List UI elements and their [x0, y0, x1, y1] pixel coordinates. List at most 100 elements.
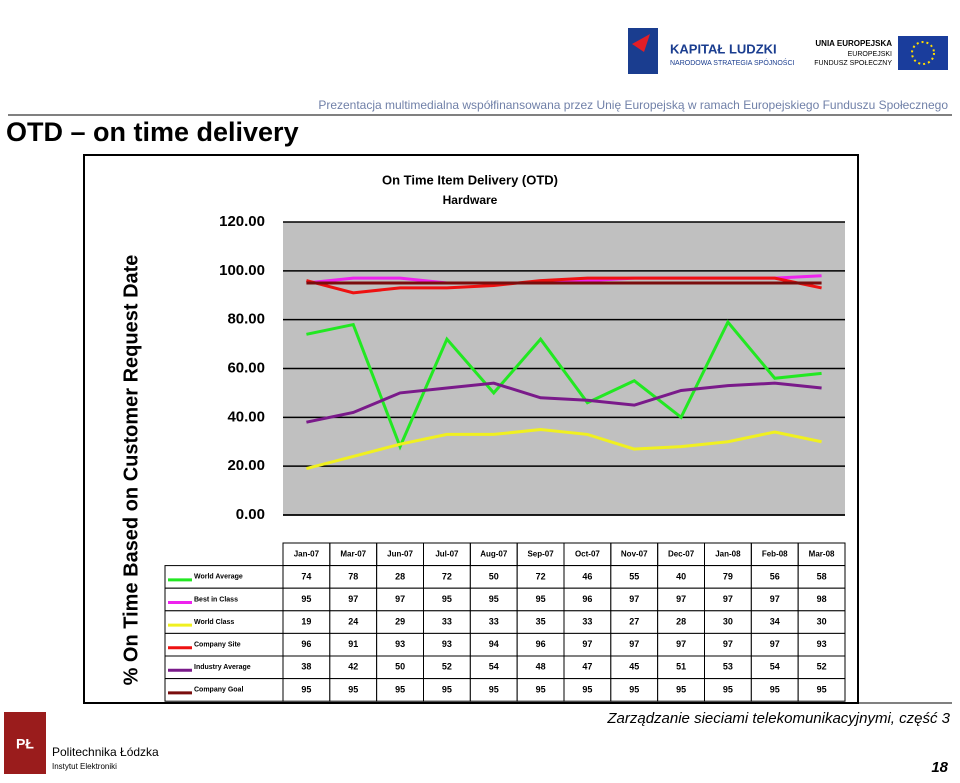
table-value: 97: [723, 594, 733, 604]
table-value: 97: [582, 639, 592, 649]
table-value: 97: [770, 639, 780, 649]
institute: Instytut Elektroniki: [52, 762, 117, 771]
x-tick-label: Oct-07: [575, 549, 600, 558]
table-value: 95: [301, 684, 311, 694]
chart-subtitle: Hardware: [443, 193, 498, 207]
table-value: 97: [676, 639, 686, 649]
table-value: 95: [629, 684, 639, 694]
table-value: 34: [770, 616, 780, 626]
table-value: 97: [629, 594, 639, 604]
table-value: 28: [395, 571, 405, 581]
table-value: 72: [442, 571, 452, 581]
legend-label: World Average: [194, 574, 243, 581]
y-axis-label: % On Time Based on Customer Request Date: [120, 255, 142, 686]
table-value: 93: [442, 639, 452, 649]
table-value: 95: [348, 684, 358, 694]
table-value: 78: [348, 571, 358, 581]
table-cell: [797, 678, 846, 702]
table-value: 33: [442, 616, 452, 626]
table-value: 95: [817, 684, 827, 694]
table-value: 48: [536, 662, 546, 672]
logo-star: [632, 34, 650, 52]
table-value: 42: [348, 662, 358, 672]
table-value: 94: [489, 639, 499, 649]
table-value: 95: [442, 684, 452, 694]
table-value: 33: [489, 616, 499, 626]
table-value: 96: [536, 639, 546, 649]
x-tick-label: Dec-07: [668, 549, 695, 558]
table-value: 79: [723, 571, 733, 581]
table-value: 97: [723, 639, 733, 649]
table-value: 95: [770, 684, 780, 694]
table-value: 95: [489, 684, 499, 694]
table-value: 95: [395, 684, 405, 694]
table-value: 47: [582, 662, 592, 672]
x-tick-label: Aug-07: [480, 549, 508, 558]
table-value: 33: [582, 616, 592, 626]
table-value: 29: [395, 616, 405, 626]
series-line: [306, 381, 822, 424]
table-value: 24: [348, 616, 358, 626]
chart-title: On Time Item Delivery (OTD): [382, 172, 558, 187]
table-value: 93: [395, 639, 405, 649]
y-tick-label: 0.00: [236, 506, 265, 523]
legend-label: Industry Average: [194, 664, 251, 671]
y-tick-label: 80.00: [227, 311, 265, 328]
legend-label: Company Site: [194, 642, 241, 649]
header-caption: Prezentacja multimedialna współfinansowa…: [318, 98, 948, 112]
slide-title: OTD – on time delivery: [6, 117, 299, 147]
table-value: 30: [723, 616, 733, 626]
x-tick-label: Jun-07: [387, 549, 413, 558]
x-tick-label: Jan-07: [294, 549, 320, 558]
course-name: Zarządzanie sieciami telekomunikacyjnymi…: [606, 710, 950, 727]
table-value: 52: [817, 662, 827, 672]
logo-letters: PŁ: [16, 736, 34, 752]
table-value: 98: [817, 594, 827, 604]
logo-subtitle: NARODOWA STRATEGIA SPÓJNOŚCI: [670, 58, 795, 67]
table-value: 95: [723, 684, 733, 694]
table-value: 55: [629, 571, 639, 581]
table-value: 19: [301, 616, 311, 626]
logo-title: KAPITAŁ LUDZKI: [670, 41, 777, 56]
table-value: 50: [395, 662, 405, 672]
table-value: 97: [770, 594, 780, 604]
y-tick-label: 40.00: [227, 408, 265, 425]
y-tick-label: 60.00: [227, 359, 265, 376]
table-value: 95: [301, 594, 311, 604]
university-logo: [4, 712, 46, 774]
x-tick-label: Jul-07: [435, 549, 459, 558]
table-value: 50: [489, 571, 499, 581]
table-value: 54: [770, 662, 780, 672]
table-value: 96: [582, 594, 592, 604]
eu-line: UNIA EUROPEJSKA: [815, 39, 892, 48]
table-value: 51: [676, 662, 686, 672]
table-value: 58: [817, 571, 827, 581]
legend-label: World Class: [194, 619, 234, 626]
table-value: 95: [536, 684, 546, 694]
x-tick-label: Nov-07: [621, 549, 648, 558]
series-line: [306, 276, 822, 295]
table-value: 35: [536, 616, 546, 626]
table-value: 97: [629, 639, 639, 649]
x-tick-label: Jan-08: [715, 549, 741, 558]
eu-stars: [911, 41, 935, 65]
series-line: [306, 319, 822, 451]
table-value: 74: [301, 571, 311, 581]
series-line: [306, 428, 822, 471]
y-tick-label: 20.00: [227, 457, 265, 474]
legend-label: Company Goal: [194, 687, 243, 694]
x-tick-label: Feb-08: [762, 549, 788, 558]
table-value: 95: [442, 594, 452, 604]
table-value: 72: [536, 571, 546, 581]
table-value: 96: [301, 639, 311, 649]
x-tick-label: Mar-08: [809, 549, 835, 558]
table-value: 97: [348, 594, 358, 604]
table-value: 52: [442, 662, 452, 672]
table-value: 95: [536, 594, 546, 604]
table-value: 97: [395, 594, 405, 604]
table-value: 40: [676, 571, 686, 581]
table-value: 38: [301, 662, 311, 672]
table-value: 95: [489, 594, 499, 604]
eu-line: EUROPEJSKI: [848, 51, 892, 58]
